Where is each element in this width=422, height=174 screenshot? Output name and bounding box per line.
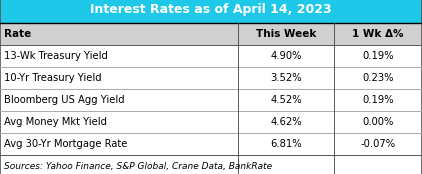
Bar bbox=[0, 155, 422, 174]
Text: Avg Money Mkt Yield: Avg Money Mkt Yield bbox=[4, 117, 107, 127]
Bar bbox=[0, 133, 422, 155]
Bar bbox=[0, 89, 422, 111]
Text: -0.07%: -0.07% bbox=[360, 139, 395, 149]
Bar bbox=[0, 0, 422, 23]
Text: Interest Rates as of April 14, 2023: Interest Rates as of April 14, 2023 bbox=[90, 2, 332, 15]
Bar bbox=[0, 111, 422, 133]
Text: 0.19%: 0.19% bbox=[362, 95, 394, 105]
Text: 4.52%: 4.52% bbox=[270, 95, 302, 105]
Text: Bloomberg US Agg Yield: Bloomberg US Agg Yield bbox=[4, 95, 124, 105]
Text: This Week: This Week bbox=[256, 29, 316, 39]
Bar bbox=[0, 45, 422, 67]
Text: 6.81%: 6.81% bbox=[270, 139, 302, 149]
Text: Avg 30-Yr Mortgage Rate: Avg 30-Yr Mortgage Rate bbox=[4, 139, 127, 149]
Text: Rate: Rate bbox=[4, 29, 31, 39]
Text: Sources: Yahoo Finance, S&P Global, Crane Data, BankRate: Sources: Yahoo Finance, S&P Global, Cran… bbox=[4, 163, 272, 172]
Text: 0.00%: 0.00% bbox=[362, 117, 394, 127]
Bar bbox=[0, 67, 422, 89]
Text: 10-Yr Treasury Yield: 10-Yr Treasury Yield bbox=[4, 73, 102, 83]
Bar bbox=[0, 23, 422, 45]
Text: 0.19%: 0.19% bbox=[362, 51, 394, 61]
Text: 0.23%: 0.23% bbox=[362, 73, 394, 83]
Text: 4.62%: 4.62% bbox=[270, 117, 302, 127]
Text: 1 Wk Δ%: 1 Wk Δ% bbox=[352, 29, 404, 39]
Text: 13-Wk Treasury Yield: 13-Wk Treasury Yield bbox=[4, 51, 108, 61]
Text: 3.52%: 3.52% bbox=[270, 73, 302, 83]
Text: 4.90%: 4.90% bbox=[270, 51, 302, 61]
